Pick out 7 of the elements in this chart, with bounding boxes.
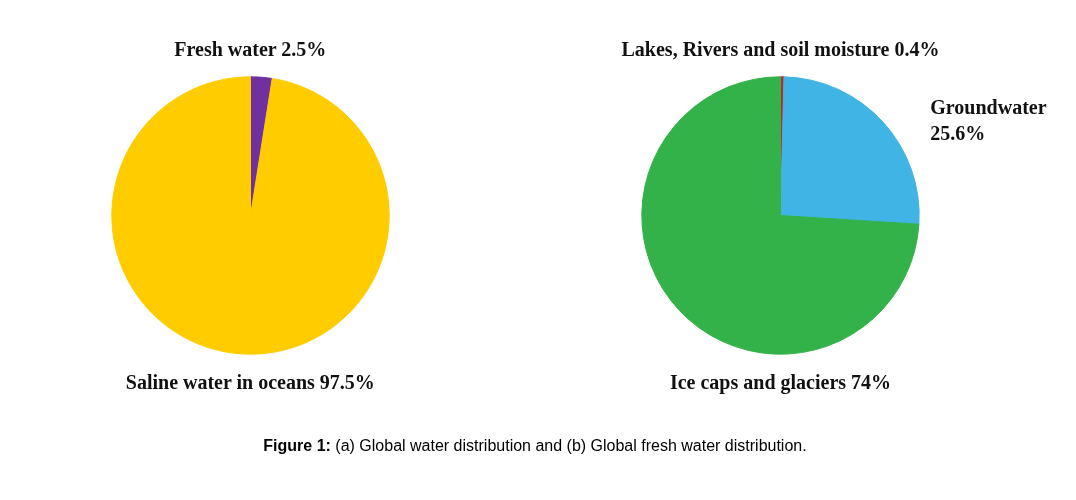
slice-label: Saline water in oceans 97.5% bbox=[125, 370, 375, 393]
slice-label: Lakes, Rivers and soil moisture 0.4% bbox=[621, 38, 940, 61]
slice-label: Ice caps and glaciers 74% bbox=[669, 370, 892, 394]
data-label: 25.6% bbox=[930, 122, 986, 145]
slice-label: Fresh water 2.5% bbox=[174, 38, 327, 61]
caption: Figure 1: (a) Global water distribution and (b) Global fresh water distribution. bbox=[263, 436, 807, 456]
slice-label: Groundwater bbox=[930, 95, 1047, 118]
